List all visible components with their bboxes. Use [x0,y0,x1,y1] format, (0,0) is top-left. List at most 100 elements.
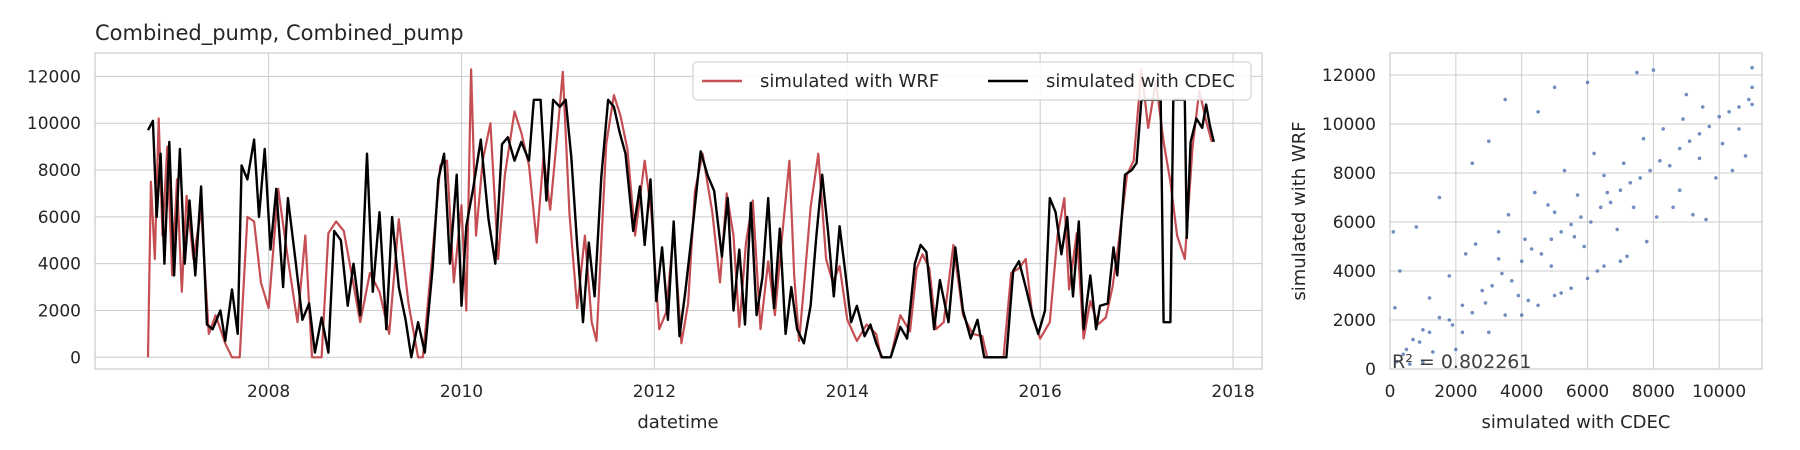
timeseries-panel: Combined_pump, Combined_pump 0 2000 4000 60… [27,21,1263,433]
scatter-point [1572,234,1577,239]
scatter-point [1579,215,1583,219]
scatter-point [1394,359,1399,364]
scatter-point [1704,217,1708,222]
timeseries-legend: simulated with WRF simulated with CDEC [692,61,1252,101]
scatter-point [1750,65,1754,70]
timeseries-x-axis-label: datetime [637,412,718,433]
timeseries-title: Combined_pump, Combined_pump [95,21,464,46]
scatter-point [1569,286,1573,291]
scatter-point [1589,220,1593,224]
scatter-point [1727,110,1731,114]
scatter-x-ticks: 0 2000 4000 6000 8000 10000 [1385,382,1747,402]
scatter-point [1421,328,1425,332]
ts-x-tick-label: 2008 [247,382,290,402]
scatter-point [1536,110,1540,114]
scatter-point [1743,154,1748,158]
scatter-point [1487,139,1491,143]
scatter-point [1697,132,1702,136]
sc-y-tick-label: 4000 [1333,262,1376,282]
ts-x-tick-label: 2018 [1211,382,1254,402]
scatter-point [1401,352,1405,357]
scatter-point [1447,274,1452,278]
scatter-x-axis-label: simulated with CDEC [1482,412,1671,433]
scatter-point [1654,215,1659,219]
scatter-point [1651,68,1656,72]
scatter-point [1454,347,1458,352]
scatter-point [1562,168,1567,173]
timeseries-series [146,68,1215,359]
scatter-point [1503,313,1507,317]
scatter-point [1437,315,1442,320]
scatter-point [1638,176,1642,180]
sc-y-tick-label: 8000 [1333,164,1376,184]
scatter-point [1503,97,1507,102]
scatter-point [1700,105,1705,109]
scatter-point [1605,190,1610,195]
scatter-point [1480,288,1484,293]
timeseries-x-ticks: 2008 2010 2012 2014 2016 2018 [247,382,1255,402]
ts-x-tick-label: 2012 [633,382,676,402]
scatter-point [1671,205,1675,210]
scatter-point [1460,330,1465,335]
scatter-point [1677,146,1682,151]
sc-y-tick-label: 6000 [1333,213,1376,233]
scatter-point [1411,337,1415,342]
scatter-point [1470,310,1475,315]
scatter-point [1473,242,1478,246]
scatter-point [1404,347,1409,352]
r-squared-annotation: R² = 0.802261 [1392,351,1531,373]
scatter-point [1592,151,1596,156]
scatter-point [1408,362,1412,366]
scatter-point [1691,212,1695,217]
scatter-y-ticks: 0 2000 4000 6000 8000 10000 12000 [1322,66,1376,380]
scatter-point [1559,230,1563,234]
scatter-point [1661,127,1665,131]
scatter-point [1648,168,1652,173]
scatter-point [1398,269,1402,273]
scatter-point [1393,306,1397,310]
scatter-point [1450,323,1455,327]
scatter-point [1546,203,1550,207]
ts-y-tick-label: 0 [70,348,81,368]
ts-y-tick-label: 6000 [38,208,81,228]
scatter-point [1608,200,1613,205]
scatter-point [1496,230,1501,234]
scatter-point [1677,188,1682,192]
scatter-point [1421,359,1425,364]
sc-y-tick-label: 2000 [1333,311,1376,331]
sc-y-tick-label: 10000 [1322,115,1376,135]
sc-x-tick-label: 10000 [1692,382,1746,402]
scatter-point [1549,237,1554,241]
scatter-point [1737,105,1741,109]
scatter-point [1437,195,1442,200]
sc-y-tick-label: 12000 [1322,66,1376,86]
scatter-point [1519,313,1524,317]
legend-label-wrf: simulated with WRF [760,71,939,92]
scatter-point [1483,301,1488,305]
scatter-point [1618,188,1623,192]
scatter-point [1730,168,1735,173]
scatter-point [1463,252,1468,256]
scatter-point [1431,350,1435,354]
ts-y-tick-label: 10000 [27,114,81,134]
sc-y-tick-label: 0 [1365,360,1376,380]
ts-x-tick-label: 2010 [440,382,483,402]
scatter-point [1697,156,1702,161]
scatter-point [1747,97,1751,102]
scatter-panel: 0 2000 4000 6000 8000 10000 12000 0 2000 4000 600… [1289,52,1763,433]
scatter-point [1536,303,1540,308]
scatter-point [1625,254,1629,259]
scatter-point [1460,303,1465,308]
scatter-point [1523,237,1527,241]
ts-x-tick-label: 2014 [826,382,869,402]
scatter-point [1598,205,1603,210]
scatter-point [1516,293,1521,298]
scatter-point [1427,296,1432,300]
scatter-point [1549,264,1554,268]
scatter-point [1582,244,1586,249]
scatter-point [1539,252,1544,256]
scatter-point [1510,279,1514,283]
scatter-point [1602,173,1606,178]
scatter-point [1681,117,1685,121]
